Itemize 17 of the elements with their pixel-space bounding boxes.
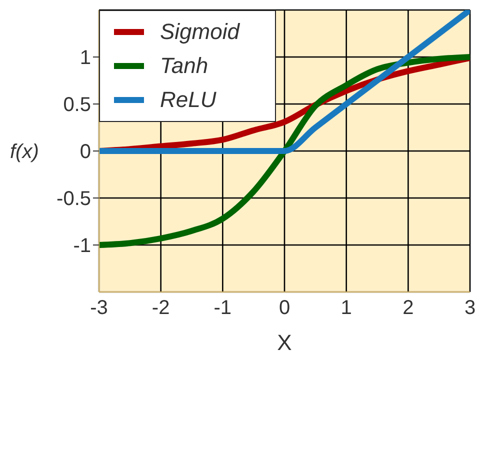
y-tick-label: 1 [80, 47, 91, 70]
x-tick-label: -3 [90, 297, 108, 320]
y-tick-label: 0.5 [63, 94, 91, 116]
x-tick-label: 0 [278, 297, 290, 320]
legend-label: Sigmoid [160, 19, 240, 45]
x-tick-label: 3 [464, 297, 476, 320]
y-tick-label: -1 [73, 235, 91, 258]
x-axis-title: X [277, 330, 292, 355]
x-tick-label: -2 [152, 297, 170, 320]
y-tick-label: 0 [80, 141, 91, 164]
legend-label: Tanh [160, 53, 208, 79]
y-tick-label: -0.5 [56, 188, 91, 210]
legend-label: ReLU [160, 87, 216, 113]
y-axis-title: f(x) [10, 141, 39, 164]
x-tick-label: 1 [340, 297, 352, 320]
x-tick-label: -1 [214, 297, 232, 320]
x-tick-label: 2 [402, 297, 414, 320]
